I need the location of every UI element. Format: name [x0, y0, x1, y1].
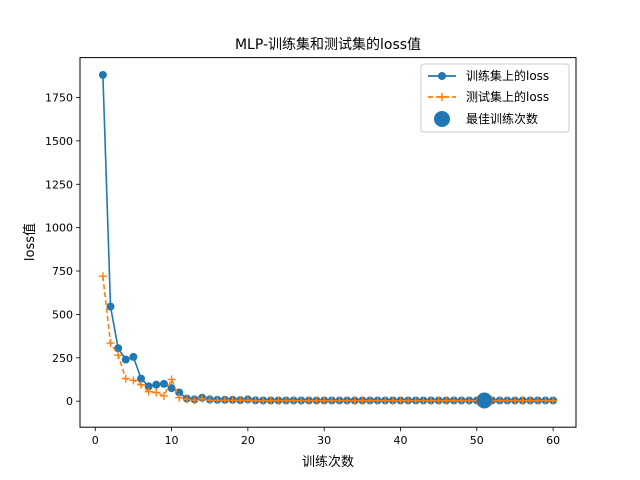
series-1-point [282, 396, 291, 405]
series-1-point [312, 396, 321, 405]
series-1-point [442, 396, 451, 405]
series-1-point [251, 396, 260, 405]
series-1-point [167, 375, 176, 384]
series-1-point [98, 272, 107, 281]
series-1-point [518, 396, 527, 405]
series-1-point [190, 396, 199, 405]
series-1-point [213, 396, 222, 405]
series-1-point [266, 396, 275, 405]
series-0-point [129, 352, 138, 361]
y-tick-label: 750 [52, 265, 73, 278]
y-tick-label: 1500 [45, 135, 73, 148]
y-tick-label: 0 [66, 395, 73, 408]
series-1-point [228, 396, 237, 405]
legend-best-label: 最佳训练次数 [466, 111, 538, 126]
series-1-point [106, 339, 115, 348]
x-tick-label: 20 [241, 434, 255, 447]
plot-frame [79, 57, 577, 428]
series-1-point [388, 396, 397, 405]
series-1-point [495, 396, 504, 405]
series-0-point [137, 374, 146, 383]
y-tick-label: 1750 [45, 92, 73, 105]
legend-best-marker [434, 111, 450, 127]
series-1-point [220, 396, 229, 405]
series-0-point [114, 344, 123, 353]
series-1-point [243, 396, 252, 405]
series-1-point [144, 387, 153, 396]
y-tick-label: 1250 [45, 178, 73, 191]
series-1-point [304, 396, 313, 405]
series-1-point [541, 396, 550, 405]
x-tick-label: 0 [92, 434, 99, 447]
series-1-point [343, 396, 352, 405]
series-1-point [205, 396, 214, 405]
series-1-point [533, 396, 542, 405]
series-0-point [121, 355, 130, 364]
series-1-point [419, 396, 428, 405]
series-1-point [427, 396, 436, 405]
x-tick-label: 30 [317, 434, 331, 447]
series-1-point [335, 396, 344, 405]
series-1-point [373, 396, 382, 405]
series-1-point [297, 396, 306, 405]
series-1-point [457, 396, 466, 405]
legend-train-label: 训练集上的loss [466, 68, 549, 83]
series-1-point [121, 374, 130, 383]
series-1-point [411, 396, 420, 405]
x-axis-label: 训练次数 [302, 454, 354, 470]
series-1-point [129, 376, 138, 385]
series-0-point [167, 384, 176, 393]
x-tick-label: 50 [470, 434, 484, 447]
series-1-point [182, 395, 191, 404]
series-1-point [289, 396, 298, 405]
series-1-point [175, 393, 184, 402]
legend-test-marker [438, 93, 446, 101]
series-1-point [114, 351, 123, 360]
series-1-point [358, 396, 367, 405]
series-1-point [503, 396, 512, 405]
series-0-point [98, 70, 107, 79]
series-1-point [549, 396, 558, 405]
x-tick-label: 60 [546, 434, 560, 447]
y-tick-label: 250 [52, 352, 73, 365]
series-0-point [152, 380, 161, 389]
series-1-point [152, 388, 161, 397]
series-1-point [434, 396, 443, 405]
y-tick-label: 1000 [45, 222, 73, 235]
series-1-point [526, 396, 535, 405]
series-1-point [320, 396, 329, 405]
series-1-point [159, 391, 168, 400]
best-epoch-point [476, 392, 493, 409]
legend-train-marker [438, 72, 446, 80]
series-0-point [175, 388, 184, 397]
y-tick-label: 500 [52, 308, 73, 321]
series-1-point [396, 396, 405, 405]
y-axis-label: loss值 [22, 223, 38, 261]
x-tick-label: 10 [165, 434, 179, 447]
series-1-point [198, 394, 207, 403]
series-1-point [404, 396, 413, 405]
series-1-point [465, 396, 474, 405]
series-1-point [259, 396, 268, 405]
legend-box [420, 63, 570, 133]
x-tick-label: 40 [393, 434, 407, 447]
chart-title: MLP-训练集和测试集的loss值 [235, 36, 421, 53]
y-axis: 0 250 500 750 1000 1250 1500 1750 [45, 92, 80, 408]
series-1-point [327, 396, 336, 405]
series-1-point [274, 396, 283, 405]
series-1-point [365, 396, 374, 405]
series-1-point [236, 396, 245, 405]
series-1-point [350, 396, 359, 405]
legend-test-label: 测试集上的loss [466, 89, 549, 104]
series-0-point [144, 382, 153, 391]
series-1-point [381, 396, 390, 405]
series-1-point [449, 396, 458, 405]
series-0-point [106, 302, 115, 311]
x-axis: 0 10 20 30 40 50 60 [92, 427, 560, 447]
series-0-point [159, 379, 168, 388]
series-1-point [137, 380, 146, 389]
series-1-point [510, 396, 519, 405]
legend: 训练集上的loss 测试集上的loss 最佳训练次数 [420, 63, 570, 133]
